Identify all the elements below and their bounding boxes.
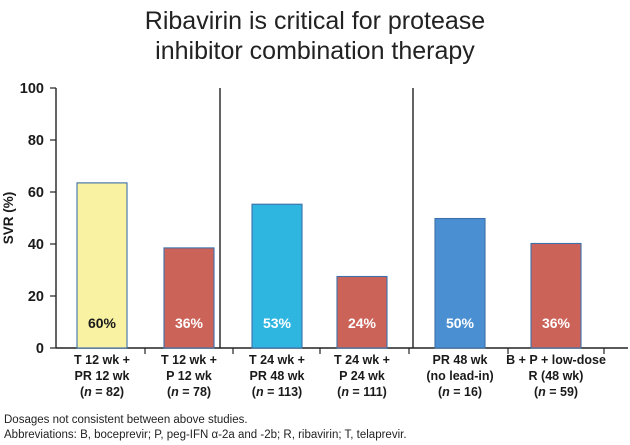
chart-title-line-1: Ribavirin is critical for protease bbox=[144, 7, 486, 35]
category-label-0-line-0: T 12 wk + bbox=[74, 353, 130, 367]
y-tick-label-1: 20 bbox=[28, 289, 44, 305]
category-label-1-line-0: T 12 wk + bbox=[161, 353, 217, 367]
y-tick-label-0: 0 bbox=[36, 341, 44, 357]
bar-value-label-1: 36% bbox=[175, 315, 204, 331]
category-label-0-line-1: PR 12 wk bbox=[75, 369, 130, 383]
y-tick-label-3: 60 bbox=[28, 185, 44, 201]
category-n-label-1: (n = 78) bbox=[167, 385, 211, 399]
bar-3 bbox=[336, 275, 388, 349]
bar-0 bbox=[76, 182, 128, 349]
bar-1 bbox=[163, 247, 215, 349]
bar-value-label-0: 60% bbox=[88, 315, 117, 331]
bar-value-label-5: 36% bbox=[542, 315, 571, 331]
bar-2 bbox=[251, 203, 303, 349]
svr-bar-chart: 0 20 40 60 80 100 SVR (%) 60% 36% 53% 24% 50% 36% T 1… bbox=[1, 81, 628, 399]
bar-value-label-4: 50% bbox=[446, 315, 475, 331]
category-label-5-line-0: B + P + low-dose bbox=[506, 353, 606, 367]
category-label-1-line-1: P 12 wk bbox=[166, 369, 212, 383]
category-label-2-line-1: PR 48 wk bbox=[250, 369, 305, 383]
bar-5 bbox=[530, 242, 582, 349]
bar-value-label-3: 24% bbox=[348, 315, 377, 331]
category-label-5-line-1: R (48 wk) bbox=[529, 369, 584, 383]
category-label-4-line-1: (no lead-in) bbox=[426, 369, 493, 383]
category-n-label-2: (n = 113) bbox=[252, 385, 302, 399]
category-n-label-3: (n = 111) bbox=[337, 385, 387, 399]
chart-title: Ribavirin is critical for protease inhib… bbox=[0, 6, 630, 66]
y-axis-label: SVR (%) bbox=[1, 192, 16, 245]
chart-title-line-2: inhibitor combination therapy bbox=[155, 37, 475, 65]
y-tick-label-4: 80 bbox=[28, 133, 44, 149]
category-label-2-line-0: T 24 wk + bbox=[249, 353, 305, 367]
footnote-dosages: Dosages not consistent between above stu… bbox=[4, 414, 248, 426]
y-tick-label-2: 40 bbox=[28, 237, 44, 253]
footnote-abbreviations: Abbreviations: B, boceprevir; P, peg-IFN… bbox=[4, 429, 407, 441]
category-label-3-line-1: P 24 wk bbox=[339, 369, 385, 383]
footnotes: Dosages not consistent between above stu… bbox=[4, 413, 407, 443]
category-n-label-0: (n = 82) bbox=[80, 385, 124, 399]
bar-value-label-2: 53% bbox=[263, 315, 292, 331]
category-label-4-line-0: PR 48 wk bbox=[433, 353, 488, 367]
bar-4 bbox=[434, 217, 486, 349]
category-n-label-4: (n = 16) bbox=[438, 385, 482, 399]
category-label-3-line-0: T 24 wk + bbox=[334, 353, 390, 367]
y-tick-label-5: 100 bbox=[20, 81, 44, 97]
category-n-label-5: (n = 59) bbox=[534, 385, 578, 399]
